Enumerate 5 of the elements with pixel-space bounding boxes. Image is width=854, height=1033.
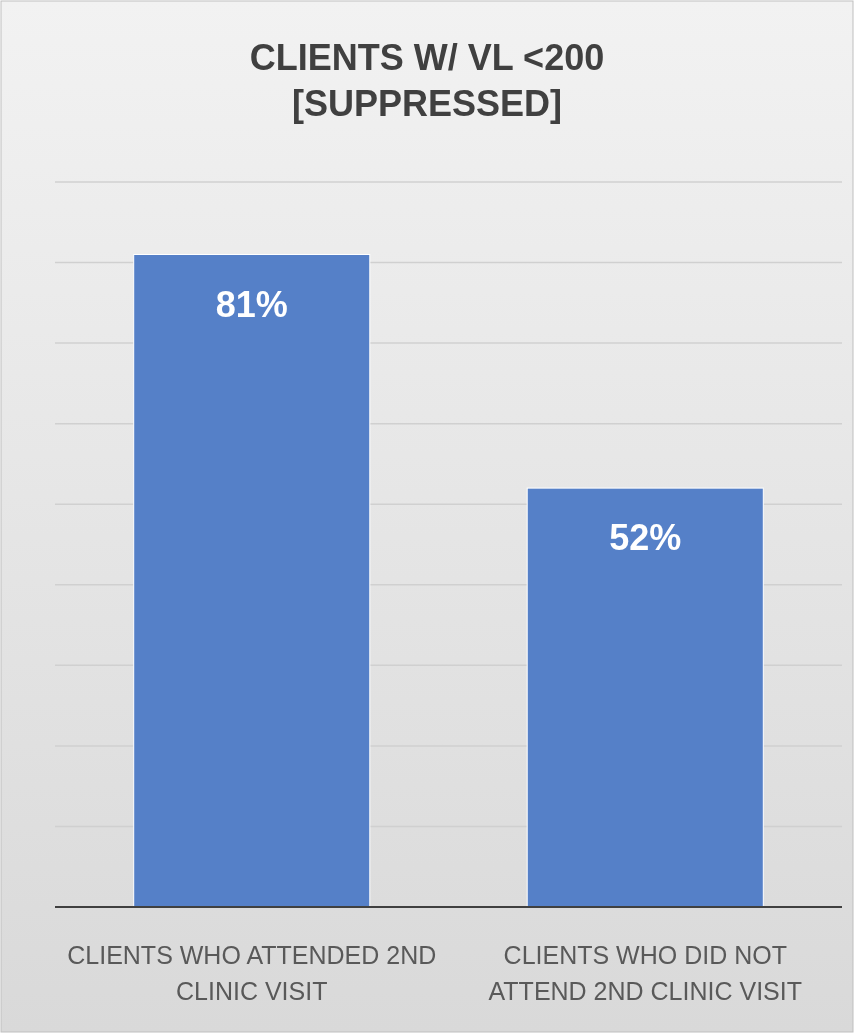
- data-label: 81%: [215, 283, 288, 325]
- x-tick-label: CLIENTS WHO ATTENDED 2ND CLINIC VISIT: [67, 941, 437, 1005]
- data-label: 52%: [609, 517, 682, 559]
- chart-title: CLIENTS W/ VL <200 [SUPPRESSED]: [249, 37, 605, 124]
- x-tick-label: CLIENTS WHO DID NOT ATTEND 2ND CLINIC VISIT: [488, 941, 802, 1005]
